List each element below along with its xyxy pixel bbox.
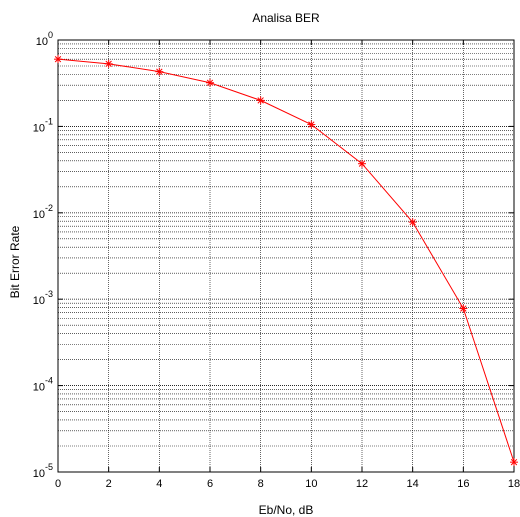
x-tick-label: 18 (508, 478, 520, 490)
grid-lines (57, 39, 515, 473)
y-tick-exponent: -5 (45, 462, 53, 472)
data-point-marker (104, 59, 113, 68)
plot-frame (57, 39, 515, 473)
y-tick-base: 10 (33, 468, 45, 480)
data-point-marker (510, 458, 518, 467)
data-point-marker (307, 120, 316, 129)
x-tick-label: 8 (258, 478, 264, 490)
y-tick-label: 10-4 (33, 376, 53, 394)
series-group (54, 55, 518, 467)
y-tick-label: 10-2 (33, 203, 53, 221)
y-tick-label: 10-5 (33, 462, 53, 480)
y-tick-base: 10 (33, 295, 45, 307)
y-tick-exponent: -1 (45, 116, 53, 126)
y-tick-exponent: -4 (45, 376, 53, 386)
chart-title: Analisa BER (252, 11, 320, 25)
data-point-marker (256, 96, 265, 105)
x-tick-label: 2 (106, 478, 112, 490)
x-tick-label: 4 (156, 478, 162, 490)
x-tick-label: 6 (207, 478, 213, 490)
data-point-marker (408, 218, 417, 227)
y-tick-base: 10 (33, 209, 45, 221)
x-tick-label: 14 (407, 478, 419, 490)
x-tick-label: 12 (356, 478, 368, 490)
y-tick-exponent: 0 (48, 30, 53, 40)
x-tick-label: 0 (55, 478, 61, 490)
y-tick-base: 10 (36, 36, 48, 48)
y-axis-title: Bit Error Rate (8, 225, 22, 298)
y-tick-exponent: -2 (45, 203, 53, 213)
y-tick-label: 100 (36, 30, 53, 48)
ber-series-line (57, 58, 515, 463)
y-tick-label: 10-1 (33, 116, 53, 134)
data-point-marker (459, 304, 468, 313)
data-point-marker (155, 67, 164, 76)
x-tick-labels: 0 2 4 6 8 10 12 14 16 18 (55, 40, 520, 490)
data-point-marker (358, 159, 366, 168)
x-tick-label: 16 (457, 478, 469, 490)
y-tick-exponent: -3 (45, 289, 53, 299)
y-tick-label: 10-3 (33, 289, 53, 307)
y-tick-base: 10 (33, 122, 45, 134)
y-tick-base: 10 (33, 382, 45, 394)
x-tick-label: 10 (305, 478, 317, 490)
data-point-marker (54, 55, 62, 64)
data-point-marker (206, 78, 214, 87)
x-axis-title: Eb/No, dB (259, 503, 314, 517)
